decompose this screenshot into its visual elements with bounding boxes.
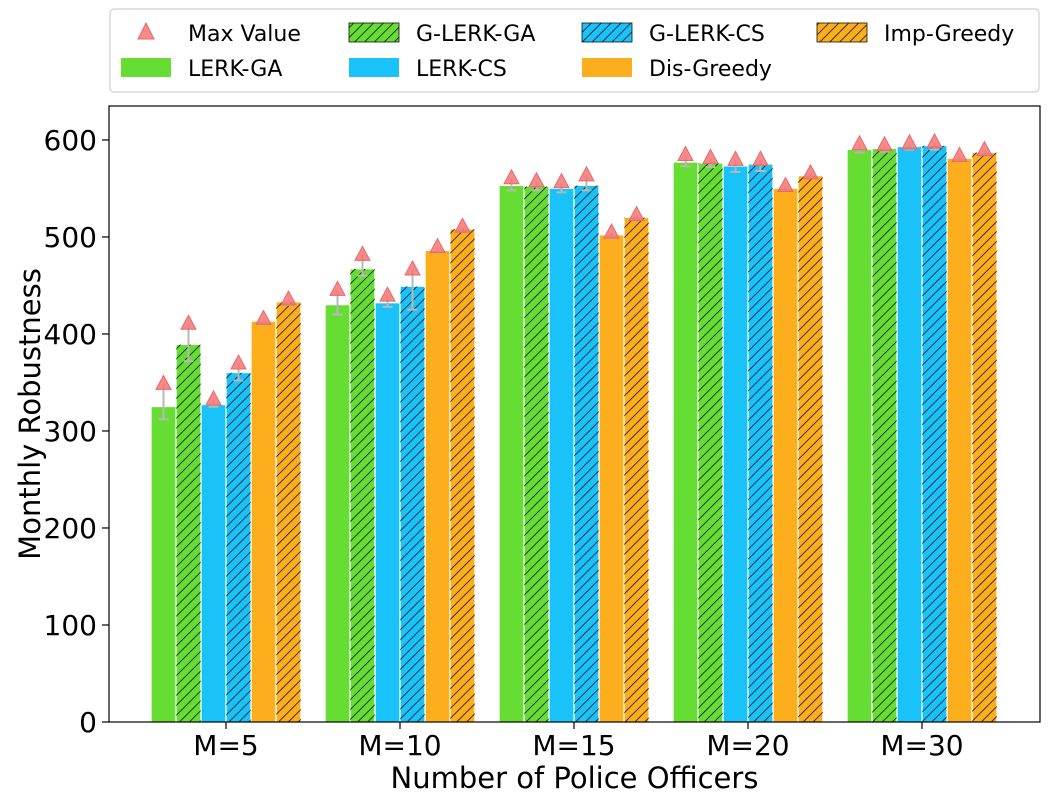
bar-hatch-g-lerk-cs-m20 <box>748 164 773 723</box>
bar-hatch-imp-greedy-m15 <box>624 217 649 722</box>
max-marker-g-lerk-cs-m5 <box>230 353 247 370</box>
legend-label-lerk-cs: LERK-CS <box>416 57 507 82</box>
bar-lerk-cs-m10 <box>374 302 401 723</box>
max-marker-imp-greedy-m30 <box>976 140 993 157</box>
legend-swatch-dis-greedy <box>582 58 632 77</box>
bar-dis-greedy-m30 <box>946 157 973 723</box>
y-tick-label-100: 100 <box>44 609 97 642</box>
bar-hatch-imp-greedy-m30 <box>972 152 997 722</box>
y-tick-label-200: 200 <box>44 512 97 545</box>
max-marker-dis-greedy-m20 <box>777 176 794 193</box>
x-axis-label: Number of Police Officers <box>391 761 759 795</box>
legend-swatch-hatch-imp-greedy <box>816 22 868 43</box>
bar-lerk-cs-m30 <box>896 146 923 723</box>
max-marker-dis-greedy-m30 <box>951 146 968 162</box>
bar-dis-greedy-m10 <box>424 250 451 723</box>
bar-hatch-g-lerk-cs-m15 <box>574 185 599 723</box>
max-marker-imp-greedy-m5 <box>280 289 297 306</box>
max-marker-imp-greedy-m15 <box>628 205 645 222</box>
bar-hatch-imp-greedy-m10 <box>450 229 475 722</box>
max-marker-g-lerk-cs-m10 <box>404 259 421 276</box>
legend-frame <box>109 8 1040 93</box>
max-marker-dis-greedy-m5 <box>255 309 272 325</box>
max-marker-lerk-ga-m30 <box>851 134 868 151</box>
bar-hatch-g-lerk-cs-m30 <box>922 145 947 723</box>
bar-hatch-g-lerk-ga-m5 <box>176 344 201 722</box>
bar-dis-greedy-m5 <box>250 320 277 723</box>
max-marker-dis-greedy-m15 <box>603 223 620 239</box>
legend-swatch-lerk-cs <box>349 58 399 77</box>
bar-hatch-g-lerk-ga-m15 <box>524 186 549 722</box>
y-tick-label-500: 500 <box>44 221 97 254</box>
x-tick-label-m5: M=5 <box>193 729 258 762</box>
bar-lerk-ga-m20 <box>672 161 699 723</box>
max-marker-g-lerk-cs-m20 <box>752 150 769 166</box>
y-axis: 0 100 200 300 400 500 600 <box>44 124 109 739</box>
y-tick-label-600: 600 <box>44 124 97 157</box>
legend-swatch-hatch-g-lerk-cs <box>581 22 633 43</box>
bar-lerk-cs-m15 <box>548 188 575 723</box>
max-marker-dis-greedy-m10 <box>429 237 446 254</box>
legend: Max Value LERK-GA G-LERK-GA LERK-CS G-LERK-C… <box>109 8 1040 93</box>
max-marker-g-lerk-ga-m20 <box>702 148 719 164</box>
max-marker-g-lerk-ga-m5 <box>180 314 197 330</box>
max-markers-layer <box>155 132 993 406</box>
bar-dis-greedy-m15 <box>598 234 625 723</box>
legend-swatch-hatch-g-lerk-ga <box>348 22 400 43</box>
legend-label-imp-greedy: Imp-Greedy <box>884 22 1014 47</box>
max-marker-lerk-cs-m20 <box>727 150 744 166</box>
bar-hatch-g-lerk-cs-m5 <box>226 372 251 722</box>
bars-layer <box>150 145 998 723</box>
max-marker-lerk-ga-m20 <box>677 145 694 161</box>
legend-label-g-lerk-cs: G-LERK-CS <box>649 22 765 47</box>
max-marker-g-lerk-cs-m15 <box>578 165 595 182</box>
legend-label-dis-greedy: Dis-Greedy <box>649 57 772 82</box>
legend-label-max-value: Max Value <box>188 22 301 47</box>
max-marker-lerk-cs-m10 <box>379 286 396 302</box>
bar-lerk-cs-m20 <box>722 165 749 723</box>
bar-lerk-ga-m10 <box>324 304 351 723</box>
bar-lerk-ga-m30 <box>846 149 873 723</box>
max-marker-lerk-ga-m10 <box>329 280 346 296</box>
bar-lerk-ga-m5 <box>150 406 177 723</box>
bar-dis-greedy-m20 <box>772 188 799 723</box>
y-tick-label-300: 300 <box>44 415 97 448</box>
x-tick-label-m10: M=10 <box>358 729 441 762</box>
legend-label-lerk-ga: LERK-GA <box>188 57 282 82</box>
legend-label-g-lerk-ga: G-LERK-GA <box>416 22 535 47</box>
max-marker-lerk-cs-m30 <box>901 133 918 150</box>
y-tick-label-400: 400 <box>44 318 97 351</box>
legend-swatch-max-value <box>137 21 155 40</box>
y-axis-label: Monthly Robustness <box>13 268 47 560</box>
max-marker-lerk-ga-m5 <box>155 374 172 390</box>
bar-lerk-cs-m5 <box>200 404 227 723</box>
max-marker-g-lerk-ga-m30 <box>876 135 893 152</box>
max-marker-g-lerk-cs-m30 <box>926 132 943 149</box>
max-marker-lerk-ga-m15 <box>503 168 520 185</box>
max-marker-g-lerk-ga-m10 <box>354 245 371 261</box>
x-axis: M=5 M=10 M=15 M=20 M=30 <box>193 722 964 762</box>
bar-hatch-g-lerk-ga-m30 <box>872 148 897 722</box>
bar-hatch-imp-greedy-m20 <box>798 175 823 722</box>
legend-swatch-lerk-ga <box>121 58 171 77</box>
max-marker-imp-greedy-m10 <box>454 217 471 233</box>
x-tick-label-m30: M=30 <box>880 729 963 762</box>
bar-hatch-g-lerk-cs-m10 <box>400 286 425 722</box>
bar-lerk-ga-m15 <box>498 185 525 723</box>
y-tick-label-0: 0 <box>79 706 97 739</box>
max-marker-imp-greedy-m20 <box>802 163 819 180</box>
max-marker-lerk-cs-m5 <box>205 389 222 406</box>
x-tick-label-m15: M=15 <box>532 729 615 762</box>
x-tick-label-m20: M=20 <box>706 729 789 762</box>
bar-hatch-g-lerk-ga-m10 <box>350 268 375 722</box>
max-marker-lerk-cs-m15 <box>553 172 570 189</box>
bar-hatch-g-lerk-ga-m20 <box>698 163 723 723</box>
max-marker-g-lerk-ga-m15 <box>528 171 545 188</box>
bar-hatch-imp-greedy-m5 <box>276 301 301 722</box>
